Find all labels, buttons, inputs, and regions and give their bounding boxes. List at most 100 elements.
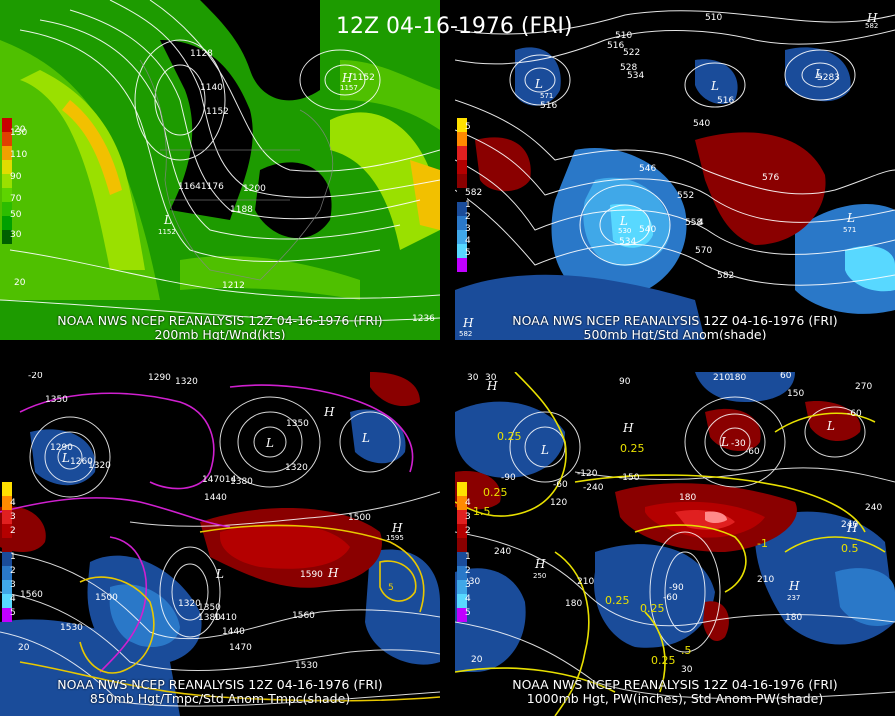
svg-text:H: H <box>327 566 339 580</box>
svg-text:-90: -90 <box>501 473 516 483</box>
svg-text:L: L <box>846 211 855 225</box>
svg-text:1320: 1320 <box>178 599 201 609</box>
svg-text:.5: .5 <box>681 644 692 657</box>
svg-text:534: 534 <box>627 71 644 81</box>
legend-label: 2 <box>465 212 471 222</box>
legend-label: 30 <box>10 230 22 240</box>
svg-text:1212: 1212 <box>222 281 245 291</box>
svg-text:1152: 1152 <box>206 107 229 117</box>
svg-text:1530: 1530 <box>60 623 83 633</box>
svg-text:1188: 1188 <box>230 205 253 215</box>
caption-field: 200mb Hgt/Wnd(kts) <box>154 327 286 341</box>
svg-text:147014: 147014 <box>202 475 237 485</box>
svg-text:516: 516 <box>607 41 624 51</box>
svg-text:-90: -90 <box>669 583 684 593</box>
svg-text:1560: 1560 <box>20 590 43 600</box>
svg-text:552: 552 <box>677 191 694 201</box>
svg-text:20: 20 <box>18 643 30 653</box>
svg-text:90: 90 <box>619 377 631 387</box>
svg-text:L: L <box>163 213 172 227</box>
svg-text:30: 30 <box>485 373 497 383</box>
svg-text:-60: -60 <box>553 480 568 490</box>
legend-label: 2 <box>10 566 16 576</box>
legend-label: 130 <box>10 128 28 138</box>
caption-title: NOAA NWS NCEP REANALYSIS 12Z 04-16-1976 … <box>512 313 838 328</box>
svg-text:H: H <box>486 379 498 393</box>
legend-label: 2 <box>465 526 471 536</box>
svg-text:L: L <box>265 436 274 450</box>
svg-text:-150: -150 <box>619 473 640 483</box>
svg-text:5: 5 <box>388 583 394 593</box>
map-500mb: 510 510 516 522 528 534 540 546 552 558 … <box>455 0 895 340</box>
svg-text:20: 20 <box>14 278 26 288</box>
svg-text:11641176: 11641176 <box>178 182 224 192</box>
panel-1000mb: 30 90 210 180 60 150 270 -60 -60 -30 -12… <box>455 372 895 716</box>
svg-text:1530: 1530 <box>295 661 318 671</box>
legend-label: 50 <box>10 210 22 220</box>
legend-label: 4 <box>465 594 471 604</box>
svg-text:1560: 1560 <box>292 611 315 621</box>
svg-text:530: 530 <box>618 227 631 235</box>
svg-text:558: 558 <box>685 218 702 228</box>
svg-text:1236: 1236 <box>412 314 435 324</box>
svg-text:540: 540 <box>693 119 710 129</box>
svg-text:1350: 1350 <box>286 419 309 429</box>
svg-text:0.5: 0.5 <box>841 542 859 555</box>
legend-label: 3 <box>10 580 16 590</box>
legend-label: 5 <box>10 608 16 618</box>
svg-text:1320: 1320 <box>175 377 198 387</box>
svg-text:-60: -60 <box>663 593 678 603</box>
svg-text:-240: -240 <box>583 483 604 493</box>
svg-text:516: 516 <box>717 96 734 106</box>
svg-text:5283: 5283 <box>817 73 840 83</box>
page-title: 12Z 04-16-1976 (FRI) <box>336 14 573 39</box>
map-200mb: 1128 1140 1152 11641176 1200 1188 1212 1… <box>0 0 440 340</box>
svg-text:1290: 1290 <box>148 373 171 383</box>
svg-text:-60: -60 <box>745 447 760 457</box>
svg-text:L: L <box>619 214 628 228</box>
svg-text:L: L <box>534 77 543 91</box>
svg-text:240: 240 <box>865 503 882 513</box>
panel-850mb: 1290 1320 1350 1290 1260 1320 147014 138… <box>0 372 440 716</box>
svg-text:510: 510 <box>705 13 722 23</box>
svg-text:1.5: 1.5 <box>473 505 491 518</box>
svg-text:180: 180 <box>679 493 696 503</box>
legend-label: 5 <box>465 608 471 618</box>
svg-text:240: 240 <box>494 547 511 557</box>
svg-text:582: 582 <box>717 271 734 281</box>
svg-text:30: 30 <box>681 665 693 675</box>
svg-text:H: H <box>788 579 800 593</box>
svg-text:210: 210 <box>713 373 730 383</box>
map-850mb: 1290 1320 1350 1290 1260 1320 147014 138… <box>0 372 440 716</box>
svg-text:534: 534 <box>619 237 636 247</box>
svg-text:1500: 1500 <box>348 513 371 523</box>
legend-label: 5 <box>465 248 471 258</box>
svg-text:0.25: 0.25 <box>640 602 665 615</box>
svg-text:H: H <box>341 71 353 85</box>
legend-label: 4 <box>465 236 471 246</box>
temp-anomaly-colorbar <box>2 482 12 622</box>
svg-text:180: 180 <box>785 613 802 623</box>
legend-label: 70 <box>10 194 22 204</box>
svg-text:60: 60 <box>780 372 792 381</box>
svg-text:L: L <box>215 567 224 581</box>
svg-text:L: L <box>826 419 835 433</box>
svg-text:1200: 1200 <box>243 184 266 194</box>
svg-text:0.25: 0.25 <box>620 442 645 455</box>
svg-text:210: 210 <box>757 575 774 585</box>
svg-text:L: L <box>361 431 370 445</box>
svg-text:L: L <box>61 451 70 465</box>
svg-text:1152: 1152 <box>158 228 176 236</box>
panel-500mb: 510 510 516 522 528 534 540 546 552 558 … <box>455 0 895 340</box>
svg-text:H: H <box>391 521 403 535</box>
svg-text:210: 210 <box>577 577 594 587</box>
svg-text:1350: 1350 <box>198 603 221 613</box>
svg-text:1152: 1152 <box>352 73 375 83</box>
legend-label: 1 <box>465 552 471 562</box>
svg-text:571: 571 <box>843 226 856 234</box>
svg-text:-120: -120 <box>577 469 598 479</box>
svg-text:120: 120 <box>550 498 567 508</box>
legend-label: 1 <box>10 552 16 562</box>
svg-text:1380: 1380 <box>198 613 221 623</box>
svg-text:570: 570 <box>695 246 712 256</box>
